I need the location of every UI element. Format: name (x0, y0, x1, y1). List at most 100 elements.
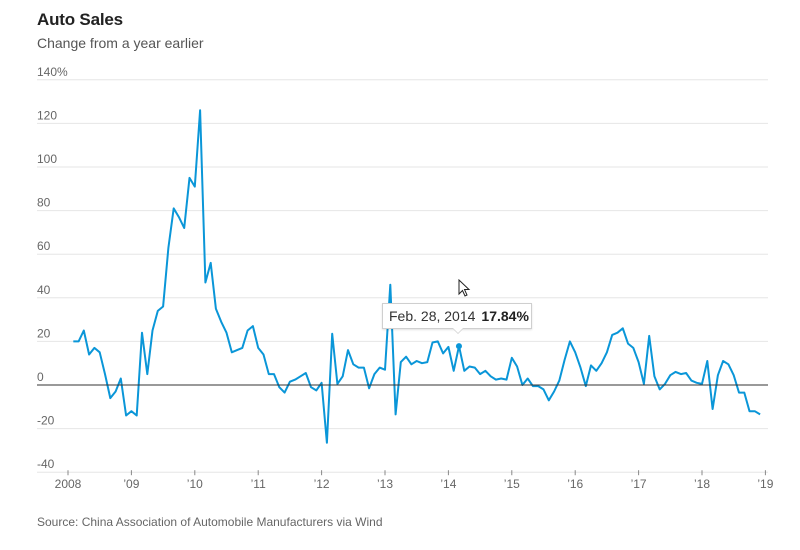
data-point (647, 334, 651, 338)
data-point (679, 372, 683, 376)
y-tick-label: 20 (37, 326, 51, 340)
data-point (684, 371, 688, 375)
x-tick-label: ’10 (187, 477, 203, 491)
data-point (637, 360, 641, 364)
data-point (103, 372, 107, 376)
data-point (711, 407, 715, 411)
data-point (357, 366, 361, 370)
data-point (563, 358, 567, 362)
data-point (415, 359, 419, 363)
data-point (594, 369, 598, 373)
data-point (267, 372, 271, 376)
data-point (108, 396, 112, 400)
mouse-cursor-icon (458, 279, 471, 297)
data-point (446, 345, 450, 349)
highlighted-point (455, 343, 462, 350)
data-point (732, 373, 736, 377)
data-point (293, 378, 297, 382)
x-tick-label: ’16 (567, 477, 583, 491)
y-tick-label: 140% (37, 65, 68, 79)
data-point (325, 441, 329, 445)
y-tick-label: 40 (37, 283, 51, 297)
data-point (436, 339, 440, 343)
tooltip-value: 17.84% (481, 308, 529, 324)
data-point (758, 412, 762, 416)
data-point (298, 374, 302, 378)
data-point (695, 381, 699, 385)
data-point (177, 215, 181, 219)
data-point (748, 409, 752, 413)
data-point (304, 371, 308, 375)
data-point (510, 356, 514, 360)
data-point (753, 409, 757, 413)
data-point (494, 378, 498, 382)
tooltip-arrow-inner (453, 328, 463, 333)
data-point (140, 331, 144, 335)
data-point (209, 261, 213, 265)
data-point (367, 386, 371, 390)
data-point (362, 366, 366, 370)
y-tick-label: 100 (37, 152, 57, 166)
data-tooltip: Feb. 28, 2014 17.84% (382, 303, 532, 329)
data-point (145, 372, 149, 376)
data-point (124, 414, 128, 418)
data-point (346, 348, 350, 352)
x-tick-label: ’13 (377, 477, 393, 491)
data-point (473, 366, 477, 370)
data-point (726, 362, 730, 366)
data-point (188, 176, 192, 180)
data-point (71, 339, 75, 343)
y-axis: 140% 120 100 80 60 40 20 0 -20 -40 (37, 65, 68, 471)
data-point (552, 390, 556, 394)
x-tick-label: ’14 (440, 477, 456, 491)
data-point (203, 281, 207, 285)
x-axis: 2008 ’09 ’10 ’11 ’12 ’13 ’14 ’15 ’16 ’17 ’18 ’19 (55, 470, 774, 491)
data-point (420, 361, 424, 365)
data-point (351, 362, 355, 366)
data-point (505, 378, 509, 382)
data-point (230, 350, 234, 354)
data-point (631, 346, 635, 350)
data-point (166, 246, 170, 250)
data-point (320, 381, 324, 385)
data-point (182, 226, 186, 230)
y-tick-label: 120 (37, 108, 57, 122)
data-point (219, 320, 223, 324)
data-point (589, 363, 593, 367)
data-point (557, 379, 561, 383)
data-point (214, 307, 218, 311)
grid-layer (37, 79, 768, 473)
data-point (156, 309, 160, 313)
data-point (114, 390, 118, 394)
data-point (283, 391, 287, 395)
data-point (452, 369, 456, 373)
data-point (388, 283, 392, 287)
data-point (161, 305, 165, 309)
data-point (135, 414, 139, 418)
x-tick-label: ’15 (504, 477, 520, 491)
data-point (462, 369, 466, 373)
data-point (288, 380, 292, 384)
data-point (615, 331, 619, 335)
x-tick-label: ’11 (251, 477, 266, 491)
data-point (737, 391, 741, 395)
data-point (151, 329, 155, 333)
data-point (246, 329, 250, 333)
chart-subtitle: Change from a year earlier (37, 35, 204, 51)
data-point (378, 366, 382, 370)
data-point (605, 350, 609, 354)
data-point (92, 346, 96, 350)
data-point (330, 332, 334, 336)
data-point (499, 376, 503, 380)
x-tick-label: ’09 (123, 477, 139, 491)
data-point (409, 362, 413, 366)
y-tick-label: 80 (37, 196, 51, 210)
data-point (251, 324, 255, 328)
data-point (87, 352, 91, 356)
data-point (658, 387, 662, 391)
series-line (73, 109, 761, 444)
data-point (689, 379, 693, 383)
data-point (600, 361, 604, 365)
data-point (526, 376, 530, 380)
